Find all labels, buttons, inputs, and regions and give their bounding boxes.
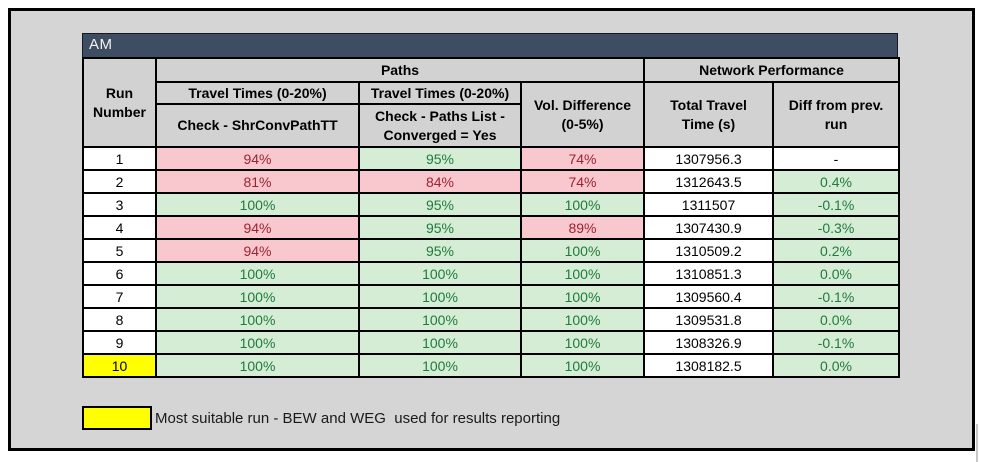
- runs-tbody: 1 94% 95% 74% 1307956.3 - 2 81% 84% 74% …: [82, 146, 901, 378]
- total-travel-time-cell: 1310851.3: [643, 261, 775, 286]
- vol-difference-header: Vol. Difference (0-5%): [519, 81, 646, 148]
- vol-difference-cell: 100%: [519, 238, 646, 263]
- table-row: 9 100% 100% 100% 1308326.9 -0.1%: [82, 330, 901, 355]
- period-label: AM: [89, 36, 113, 53]
- diff-prev-run-cell: -0.1%: [772, 192, 901, 217]
- paths-list-check-cell: 100%: [358, 353, 522, 378]
- shrconv-check-cell: 94%: [155, 238, 360, 263]
- run-number-cell: 1: [82, 146, 157, 171]
- vol-difference-cell: 74%: [519, 146, 646, 171]
- table-row: 2 81% 84% 74% 1312643.5 0.4%: [82, 169, 901, 194]
- paths-list-check-cell: 100%: [358, 284, 522, 309]
- shrconv-check-cell: 100%: [155, 261, 360, 286]
- diff-prev-run-cell: 0.0%: [772, 307, 901, 332]
- total-travel-time-cell: 1312643.5: [643, 169, 775, 194]
- paths-list-check-cell: 100%: [358, 330, 522, 355]
- paths-list-check-cell: 95%: [358, 146, 522, 171]
- total-travel-time-header: Total Travel Time (s): [643, 81, 775, 148]
- travel-times-1-header: Travel Times (0-20%): [155, 81, 360, 105]
- shrconv-check-cell: 100%: [155, 330, 360, 355]
- vol-difference-cell: 100%: [519, 192, 646, 217]
- shrconv-check-cell: 94%: [155, 146, 360, 171]
- run-number-cell: 7: [82, 284, 157, 309]
- total-travel-time-cell: 1310509.2: [643, 238, 775, 263]
- table-row: 7 100% 100% 100% 1309560.4 -0.1%: [82, 284, 901, 309]
- table-row: 6 100% 100% 100% 1310851.3 0.0%: [82, 261, 901, 286]
- table-row: 5 94% 95% 100% 1310509.2 0.2%: [82, 238, 901, 263]
- run-number-cell: 2: [82, 169, 157, 194]
- vol-difference-cell: 100%: [519, 261, 646, 286]
- paths-list-check-cell: 100%: [358, 261, 522, 286]
- am-results-block: AM Run Number Paths Network Performance …: [82, 33, 901, 378]
- vol-difference-cell: 100%: [519, 330, 646, 355]
- paths-group-header: Paths: [154, 57, 646, 83]
- shrconv-check-cell: 81%: [155, 169, 360, 194]
- check-paths-list-header: Check - Paths List - Converged = Yes: [358, 103, 522, 148]
- table-row: 10 100% 100% 100% 1308182.5 0.0%: [82, 353, 901, 378]
- run-number-cell: 9: [82, 330, 157, 355]
- shrconv-check-cell: 100%: [155, 353, 360, 378]
- vol-difference-cell: 89%: [519, 215, 646, 240]
- diff-prev-run-cell: 0.4%: [772, 169, 901, 194]
- run-number-header: Run Number: [82, 57, 157, 148]
- total-travel-time-cell: 1308182.5: [643, 353, 775, 378]
- diff-prev-run-cell: 0.0%: [772, 261, 901, 286]
- run-number-cell: 10: [82, 353, 157, 378]
- report-frame: AM Run Number Paths Network Performance …: [8, 8, 975, 451]
- diff-prev-run-cell: -: [772, 146, 901, 171]
- run-number-cell: 4: [82, 215, 157, 240]
- diff-prev-run-cell: -0.1%: [772, 284, 901, 309]
- table-row: 4 94% 95% 89% 1307430.9 -0.3%: [82, 215, 901, 240]
- total-travel-time-cell: 1307430.9: [643, 215, 775, 240]
- shrconv-check-cell: 100%: [155, 284, 360, 309]
- paths-list-check-cell: 84%: [358, 169, 522, 194]
- run-number-cell: 8: [82, 307, 157, 332]
- table-row: 3 100% 95% 100% 1311507 -0.1%: [82, 192, 901, 217]
- vol-difference-cell: 74%: [519, 169, 646, 194]
- diff-prev-run-cell: -0.1%: [772, 330, 901, 355]
- total-travel-time-cell: 1307956.3: [643, 146, 775, 171]
- diff-prev-run-cell: -0.3%: [772, 215, 901, 240]
- legend-yellow-swatch: [82, 406, 152, 430]
- shrconv-check-cell: 100%: [155, 192, 360, 217]
- vol-difference-cell: 100%: [519, 353, 646, 378]
- total-travel-time-cell: 1309560.4: [643, 284, 775, 309]
- legend-text: Most suitable run - BEW and WEG used for…: [155, 409, 561, 427]
- shrconv-check-cell: 94%: [155, 215, 360, 240]
- run-number-cell: 3: [82, 192, 157, 217]
- diff-prev-run-header: Diff from prev. run: [772, 81, 901, 148]
- total-travel-time-cell: 1311507: [643, 192, 775, 217]
- paths-list-check-cell: 95%: [358, 215, 522, 240]
- diff-prev-run-cell: 0.2%: [772, 238, 901, 263]
- run-number-cell: 5: [82, 238, 157, 263]
- total-travel-time-cell: 1309531.8: [643, 307, 775, 332]
- vol-difference-cell: 100%: [519, 307, 646, 332]
- network-performance-group-header: Network Performance: [643, 57, 901, 83]
- run-number-cell: 6: [82, 261, 157, 286]
- convergence-results-table: Run Number Paths Network Performance Tra…: [82, 57, 901, 378]
- diff-prev-run-cell: 0.0%: [772, 353, 901, 378]
- paths-list-check-cell: 95%: [358, 238, 522, 263]
- vol-difference-cell: 100%: [519, 284, 646, 309]
- travel-times-2-header: Travel Times (0-20%): [358, 81, 522, 105]
- paths-list-check-cell: 100%: [358, 307, 522, 332]
- period-title-bar: AM: [82, 33, 898, 57]
- check-shrconv-header: Check - ShrConvPathTT: [155, 103, 360, 148]
- shrconv-check-cell: 100%: [155, 307, 360, 332]
- total-travel-time-cell: 1308326.9: [643, 330, 775, 355]
- legend: Most suitable run - BEW and WEG used for…: [82, 406, 560, 430]
- table-row: 8 100% 100% 100% 1309531.8 0.0%: [82, 307, 901, 332]
- scrollbar-artifact: [976, 424, 978, 462]
- table-row: 1 94% 95% 74% 1307956.3 -: [82, 146, 901, 171]
- paths-list-check-cell: 95%: [358, 192, 522, 217]
